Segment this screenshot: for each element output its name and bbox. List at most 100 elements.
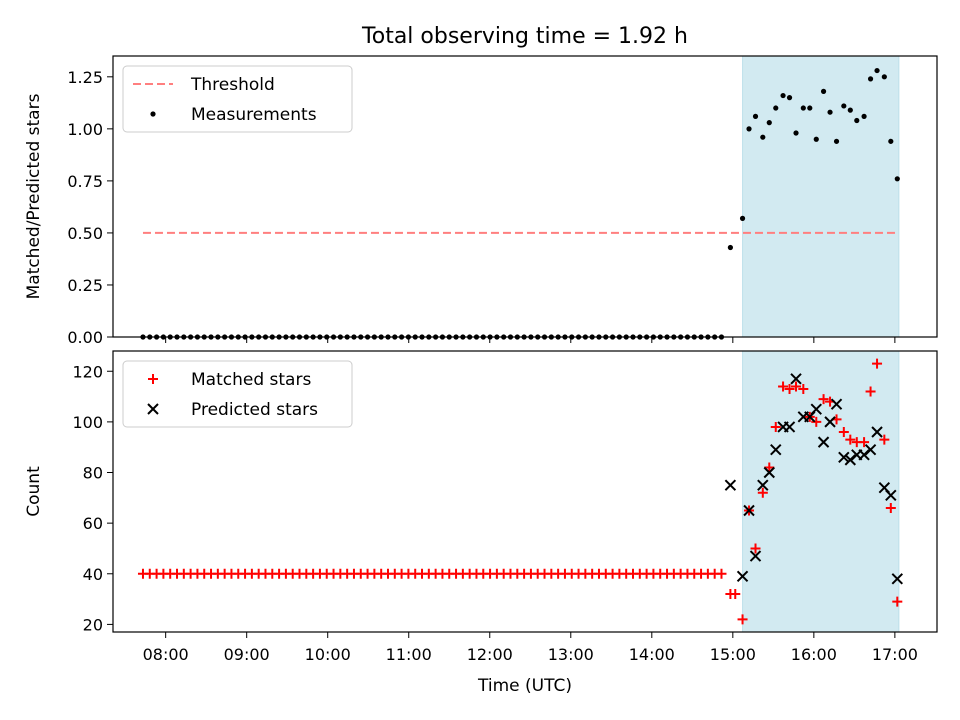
x-tick-label: 09:00 [224,645,270,664]
measurement-point [888,138,894,144]
x-tick-label: 15:00 [710,645,756,664]
matched-star-marker [764,462,775,473]
predicted-star-marker [790,373,802,385]
y-tick-label: 1.00 [67,120,103,139]
measurement-point [793,130,799,136]
predicted-star-marker [864,444,877,456]
legend-measurement-swatch [150,111,156,117]
matched-star-marker [818,394,829,405]
y-tick-label: 20 [83,615,103,634]
predicted-star-marker [810,403,822,415]
y-tick-label: 60 [83,514,103,533]
predicted-star-marker [824,416,836,428]
measurement-point [820,88,827,94]
bottom-panel: 20 40 60 80 100 120 08:00 09:00 10:00 11:00 12:00 1… [24,350,938,696]
measurement-point [847,107,853,113]
matched-star-marker [791,381,802,392]
matched-star-marker [865,386,876,397]
matched-star-marker [845,434,856,445]
measurement-point [827,109,833,115]
predicted-star-marker [891,573,904,585]
legend-box [122,360,353,428]
measurement-point [760,134,766,140]
measurement-point [854,117,860,124]
measurement-point [894,176,900,182]
observing-span [742,55,900,338]
measurement-point [867,76,874,82]
matched-star-marker [757,487,768,498]
plot-frame [112,350,938,633]
y-tick-label: 0.50 [67,224,103,243]
y-axis-label: Count [24,466,44,517]
measurement-point [752,113,759,119]
predicted-star-marker [743,504,755,517]
legend-label: Measurements [191,105,317,125]
predicted-star-marker [817,436,830,448]
predicted-star-marker [844,454,857,466]
x-axis-label: Time (UTC) [477,676,572,696]
measurement-point [786,95,793,101]
matched-star-marker [716,568,727,579]
matched-star-marker [811,416,822,427]
predicted-star-marker [757,479,769,491]
measurement-point [727,244,733,251]
measurement-point [800,105,806,111]
measurement-point [773,105,779,111]
predicted-star-marker [871,426,883,438]
legend: Matched stars Predicted stars [122,360,353,428]
predicted-star-marker [724,479,737,491]
legend: Threshold Measurements [122,65,353,133]
measurement-point [874,67,880,74]
y-tick-label: 0.25 [67,276,103,295]
x-tick-label: 10:00 [305,645,351,664]
matched-star-marker [892,596,903,607]
legend-label: Threshold [190,75,275,95]
matched-star-marker [885,502,896,513]
matched-star-marker [730,589,741,600]
predicted-star-marker [763,466,775,479]
observing-span [742,350,900,633]
y-tick-label: 1.25 [67,68,103,87]
y-tick-label: 0.75 [67,172,103,191]
measurement-point [881,74,887,80]
y-axis-label: Matched/Predicted stars [24,93,44,299]
matched-star-marker [784,383,795,394]
measurement-point [807,105,813,111]
matched-star-marker [879,434,890,445]
x-tick-label: 14:00 [629,645,675,664]
figure-title: Total observing time = 1.92 h [361,24,688,49]
measurement-point [739,215,746,221]
measurement-point [841,103,847,109]
legend-label: Predicted stars [191,400,318,420]
measurement-point [766,120,772,126]
matched-star-marker [778,381,789,392]
x-tick-label: 13:00 [548,645,594,664]
x-tick-label: 17:00 [872,645,918,664]
predicted-star-marker [736,570,749,583]
matched-star-marker [872,358,883,369]
predicted-star-marker [830,398,843,410]
matched-star-marker [798,383,809,394]
y-tick-label: 80 [83,464,103,483]
matched-star-marker [750,543,761,554]
measurement-point [813,136,819,142]
legend-predicted-swatch [147,403,159,415]
y-tick-label: 120 [72,362,103,381]
legend-label: Matched stars [191,370,311,390]
top-panel: 0.00 0.25 0.50 0.75 1.00 1.25 Matched/Predicte… [24,55,938,347]
y-tick-label: 40 [83,565,103,584]
predicted-star-marker [885,489,897,502]
legend-box [122,65,353,133]
predicted-star-marker [783,421,796,433]
matched-star-marker [838,427,849,438]
plot-frame [112,55,938,338]
x-tick-label: 11:00 [386,645,432,664]
matched-star-marker [859,437,870,448]
matched-star-marker [770,421,781,432]
measurement-point [746,126,752,132]
matched-star-marker [737,614,748,625]
x-tick-label: 12:00 [467,645,513,664]
x-tick-label: 08:00 [143,645,189,664]
measurement-point [780,92,786,99]
